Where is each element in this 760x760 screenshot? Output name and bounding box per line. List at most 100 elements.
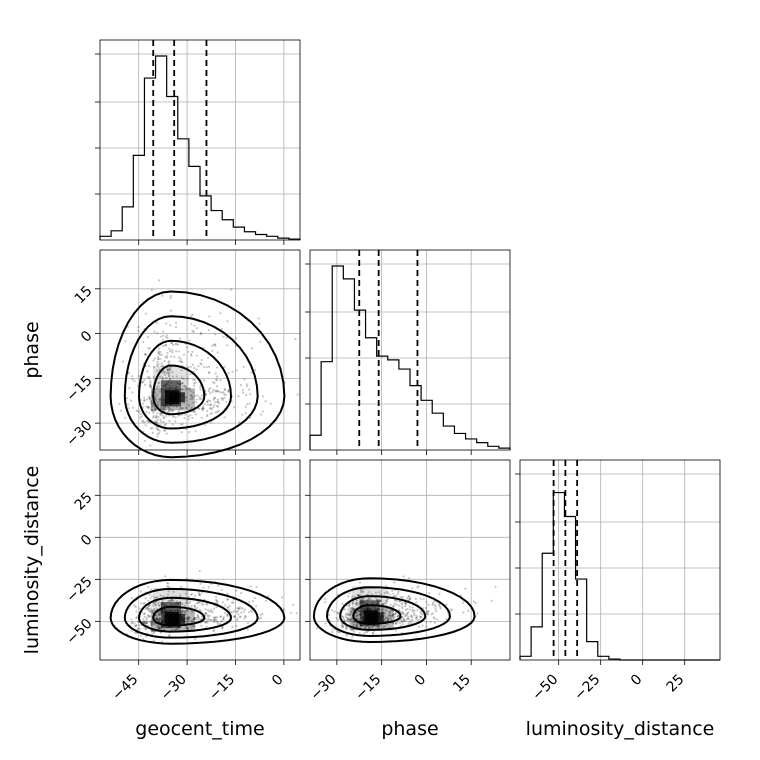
sample-point-luminosity-distance-vs-phase [351, 609, 354, 612]
sample-point-luminosity-distance-vs-phase [353, 621, 356, 624]
sample-point-phase-vs-geocent-time [200, 363, 203, 366]
sample-point-phase-vs-geocent-time [190, 406, 193, 409]
sample-point-luminosity-distance-vs-geocent-time [237, 613, 240, 616]
sample-point-luminosity-distance-vs-phase [355, 612, 358, 615]
sample-point-phase-vs-geocent-time [128, 372, 131, 375]
sample-point-phase-vs-geocent-time [156, 432, 159, 435]
sample-point-phase-vs-geocent-time [165, 334, 168, 337]
sample-point-luminosity-distance-vs-phase [407, 622, 410, 626]
sample-point-luminosity-distance-vs-phase [392, 616, 395, 619]
sample-point-phase-vs-geocent-time [197, 365, 200, 368]
sample-point-luminosity-distance-vs-phase [365, 631, 368, 634]
sample-point-luminosity-distance-vs-phase [434, 610, 438, 613]
sample-point-luminosity-distance-vs-phase [352, 608, 355, 611]
sample-point-luminosity-distance-vs-phase [370, 598, 373, 601]
sample-point-phase-vs-geocent-time [244, 412, 247, 415]
sample-point-luminosity-distance-vs-geocent-time [187, 619, 190, 622]
sample-point-luminosity-distance-vs-phase [379, 599, 382, 603]
sample-point-luminosity-distance-vs-phase [391, 613, 394, 617]
sample-point-phase-vs-geocent-time [184, 385, 187, 388]
sample-point-luminosity-distance-vs-geocent-time [144, 628, 147, 631]
sample-point-phase-vs-geocent-time [166, 368, 170, 372]
sample-point-luminosity-distance-vs-geocent-time [214, 595, 218, 598]
sample-point-luminosity-distance-vs-geocent-time [152, 631, 156, 635]
sample-point-phase-vs-geocent-time [202, 407, 205, 410]
sample-point-phase-vs-geocent-time [208, 315, 211, 318]
sample-point-phase-vs-geocent-time [161, 371, 164, 374]
sample-point-phase-vs-geocent-time [223, 416, 226, 419]
sample-point-luminosity-distance-vs-geocent-time [145, 621, 148, 625]
sample-point-luminosity-distance-vs-phase [392, 613, 395, 616]
sample-point-phase-vs-geocent-time [159, 399, 162, 402]
sample-point-luminosity-distance-vs-geocent-time [151, 624, 154, 627]
density-layer [150, 366, 394, 632]
sample-point-phase-vs-geocent-time [168, 375, 171, 378]
sample-point-phase-vs-geocent-time [183, 401, 186, 404]
sample-point-luminosity-distance-vs-geocent-time [134, 625, 137, 628]
sample-point-phase-vs-geocent-time [155, 414, 158, 418]
sample-point-luminosity-distance-vs-geocent-time [137, 621, 140, 624]
sample-point-luminosity-distance-vs-phase [350, 610, 353, 613]
sample-point-luminosity-distance-vs-phase [405, 614, 408, 617]
sample-point-phase-vs-geocent-time [179, 406, 182, 409]
sample-point-phase-vs-geocent-time [199, 331, 202, 334]
sample-point-luminosity-distance-vs-geocent-time [197, 616, 200, 619]
sample-point-luminosity-distance-vs-phase [359, 589, 363, 592]
sample-point-luminosity-distance-vs-geocent-time [157, 604, 160, 607]
sample-point-luminosity-distance-vs-geocent-time [201, 591, 204, 594]
sample-point-phase-vs-geocent-time [155, 421, 158, 424]
sample-point-luminosity-distance-vs-geocent-time [221, 625, 224, 629]
sample-point-luminosity-distance-vs-phase [420, 612, 423, 616]
sample-point-phase-vs-geocent-time [211, 349, 214, 352]
sample-point-luminosity-distance-vs-geocent-time [171, 598, 174, 601]
sample-point-luminosity-distance-vs-phase [391, 609, 394, 613]
sample-point-phase-vs-geocent-time [227, 389, 230, 393]
sample-point-phase-vs-geocent-time [241, 413, 244, 416]
sample-point-luminosity-distance-vs-geocent-time [219, 615, 223, 618]
sample-point-luminosity-distance-vs-phase [351, 635, 354, 638]
sample-point-phase-vs-geocent-time [159, 375, 162, 378]
sample-point-phase-vs-geocent-time [162, 370, 166, 373]
sample-point-phase-vs-geocent-time [242, 391, 245, 394]
sample-point-luminosity-distance-vs-phase [388, 613, 391, 617]
sample-point-luminosity-distance-vs-phase [394, 612, 397, 616]
sample-point-luminosity-distance-vs-geocent-time [199, 582, 202, 585]
sample-point-phase-vs-geocent-time [169, 297, 172, 300]
sample-point-phase-vs-geocent-time [187, 350, 190, 353]
sample-point-luminosity-distance-vs-geocent-time [155, 617, 158, 621]
sample-point-phase-vs-geocent-time [155, 422, 159, 425]
sample-point-phase-vs-geocent-time [164, 336, 168, 339]
sample-point-phase-vs-geocent-time [171, 341, 174, 345]
sample-point-phase-vs-geocent-time [148, 411, 151, 414]
sample-point-phase-vs-geocent-time [160, 353, 164, 356]
sample-point-phase-vs-geocent-time [142, 341, 145, 344]
sample-point-phase-vs-geocent-time [248, 388, 251, 391]
sample-point-phase-vs-geocent-time [223, 396, 226, 399]
sample-point-luminosity-distance-vs-geocent-time [190, 604, 193, 607]
sample-point-luminosity-distance-vs-geocent-time [159, 618, 162, 621]
sample-point-phase-vs-geocent-time [147, 406, 150, 409]
sample-point-luminosity-distance-vs-geocent-time [150, 630, 154, 633]
sample-point-phase-vs-geocent-time [226, 320, 229, 323]
sample-point-phase-vs-geocent-time [170, 341, 173, 345]
sample-point-luminosity-distance-vs-phase [393, 581, 396, 584]
sample-point-luminosity-distance-vs-geocent-time [158, 613, 161, 616]
sample-point-phase-vs-geocent-time [135, 409, 138, 412]
sample-point-luminosity-distance-vs-geocent-time [221, 626, 224, 629]
sample-point-luminosity-distance-vs-geocent-time [181, 610, 184, 613]
sample-point-phase-vs-geocent-time [183, 417, 186, 420]
sample-point-luminosity-distance-vs-phase [419, 597, 422, 600]
sample-point-phase-vs-geocent-time [149, 400, 152, 403]
sample-point-phase-vs-geocent-time [157, 352, 160, 355]
sample-point-luminosity-distance-vs-phase [416, 609, 419, 612]
sample-point-luminosity-distance-vs-phase [411, 618, 414, 622]
sample-point-luminosity-distance-vs-geocent-time [206, 619, 209, 622]
sample-point-phase-vs-geocent-time [201, 407, 204, 410]
sample-point-phase-vs-geocent-time [258, 322, 261, 325]
sample-point-luminosity-distance-vs-phase [358, 594, 361, 597]
sample-point-luminosity-distance-vs-geocent-time [136, 628, 139, 631]
sample-point-phase-vs-geocent-time [146, 336, 150, 339]
sample-point-luminosity-distance-vs-phase [353, 595, 356, 598]
sample-point-luminosity-distance-vs-phase [389, 603, 392, 606]
sample-point-luminosity-distance-vs-geocent-time [188, 602, 191, 605]
